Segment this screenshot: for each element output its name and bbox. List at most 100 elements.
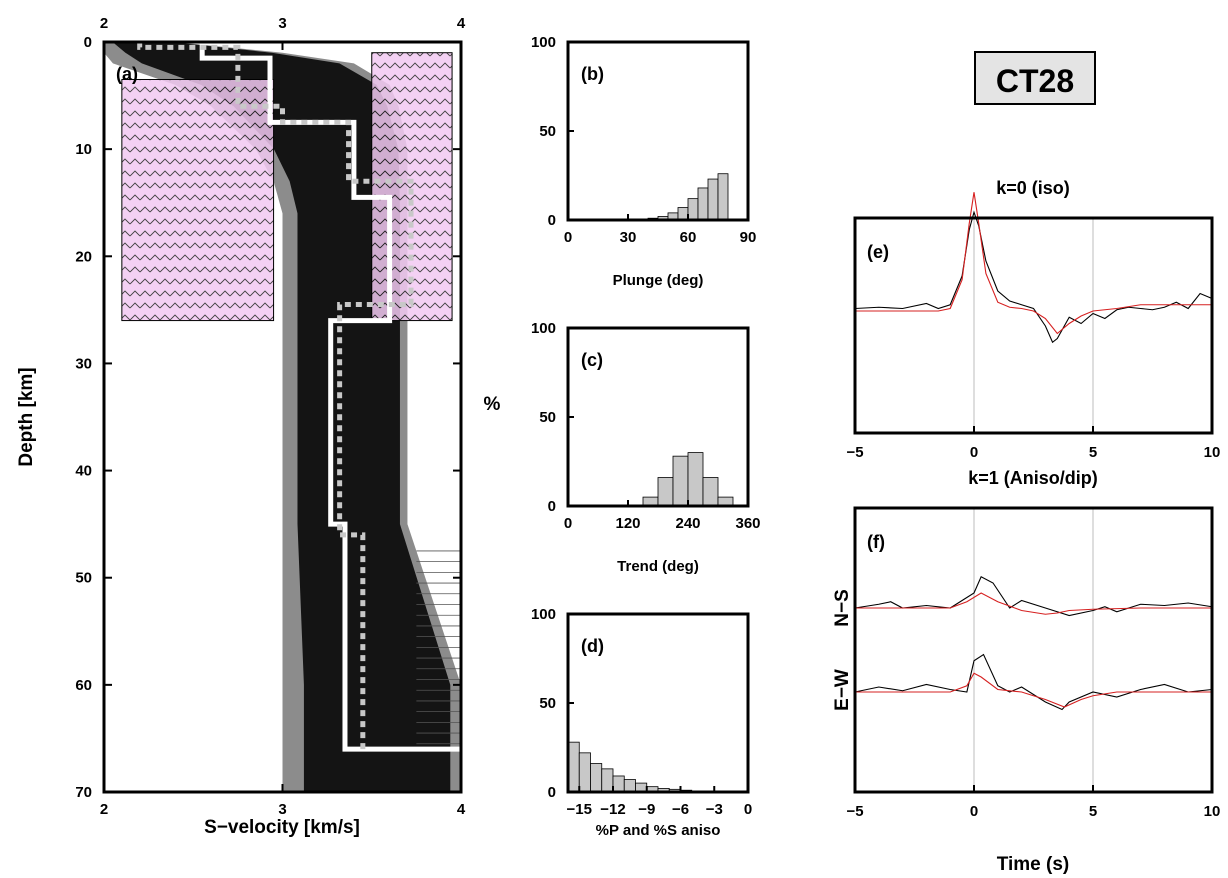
histogram-bar — [687, 198, 699, 221]
panel-c-ticks: 0 120 240 360 0 50 100 — [531, 320, 761, 532]
hist-ytick-label: 100 — [531, 606, 556, 623]
panel-b-label: (b) — [581, 64, 604, 84]
time-xtick-label: 5 — [1089, 803, 1097, 820]
time-xtick-label: −5 — [846, 444, 863, 461]
time-xtick-label: 10 — [1204, 803, 1221, 820]
hist-xtick-label: −6 — [672, 801, 689, 818]
histogram-bar — [612, 775, 625, 793]
histogram-bar — [702, 477, 719, 507]
histogram-bar — [687, 452, 704, 507]
station-badge: CT28 — [974, 51, 1096, 105]
panel-f-title: k=1 (Aniso/dip) — [968, 468, 1098, 488]
histogram-bar — [578, 752, 591, 793]
a-ytick-label: 60 — [75, 677, 92, 694]
panel-e-iso-receiver-function: k=0 (iso) −5 0 5 10 (e) — [846, 178, 1220, 461]
hist-xtick-label: −9 — [638, 801, 655, 818]
velocity-profiles — [137, 42, 461, 752]
panel-d-anisotropy-histogram: −15 −12 −9 −6 −3 0 0 50 100 (d) %P and %S aniso — [531, 606, 752, 839]
prior-box-1 — [121, 79, 275, 322]
predicted-trace — [855, 672, 1212, 708]
hist-xtick-label: −12 — [600, 801, 625, 818]
plunge-bars — [627, 173, 729, 221]
observed-trace — [854, 575, 1213, 617]
histogram-bar — [672, 455, 689, 507]
hist-xtick-label: −15 — [567, 801, 592, 818]
prior-boxes — [121, 52, 453, 322]
panel-f-aniso-receiver-function: k=1 (Aniso/dip) −5 0 5 10 (f) N−S E−W Time … — [832, 468, 1220, 875]
hist-ytick-label: 0 — [548, 784, 556, 801]
panel-e-traces — [854, 192, 1213, 344]
histogram-bar — [567, 741, 580, 793]
panel-d-label: (d) — [581, 636, 604, 656]
panel-f-vlines — [973, 508, 1094, 792]
hist-xtick-label: 90 — [740, 229, 757, 246]
time-xtick-label: 0 — [970, 803, 978, 820]
hist-ytick-label: 100 — [531, 320, 556, 337]
hist-xtick-label: 240 — [675, 515, 700, 532]
hist-xtick-label: 30 — [620, 229, 637, 246]
hist-xtick-label: 0 — [564, 229, 572, 246]
a-ytick-label: 10 — [75, 141, 92, 158]
a-ytick-label: 40 — [75, 463, 92, 480]
trace-label-ew: E−W — [832, 669, 853, 711]
a-xtick-label-top: 4 — [457, 15, 466, 32]
hist-ytick-label: 50 — [539, 409, 556, 426]
panel-f-ticks: −5 0 5 10 — [846, 785, 1220, 820]
panel-c-trend-histogram: 0 120 240 360 0 50 100 (c) Trend (deg) — [531, 320, 761, 575]
panel-f-frame — [853, 506, 1214, 794]
panel-f-label: (f) — [867, 532, 885, 552]
trend-bars — [642, 452, 734, 507]
trace-label-ns: N−S — [832, 589, 853, 627]
a-xtick-label-bottom: 2 — [100, 801, 108, 818]
hist-xtick-label: 0 — [564, 515, 572, 532]
hist-xtick-label: −3 — [706, 801, 723, 818]
panel-a-label: (a) — [116, 64, 138, 84]
panel-e-title: k=0 (iso) — [996, 178, 1070, 198]
hist-xtick-label: 60 — [680, 229, 697, 246]
a-ytick-label: 20 — [75, 248, 92, 265]
observed-trace — [854, 210, 1213, 344]
a-xtick-label-bottom: 4 — [457, 801, 466, 818]
a-xtick-label-top: 2 — [100, 15, 108, 32]
time-xtick-label: 5 — [1089, 444, 1097, 461]
panel-a-xlabel: S−velocity [km/s] — [204, 817, 360, 838]
a-xtick-label-top: 3 — [278, 15, 286, 32]
panel-c-xlabel: Trend (deg) — [617, 558, 699, 575]
hist-ytick-label: 100 — [531, 34, 556, 51]
a-ytick-label: 0 — [84, 34, 92, 51]
panel-e-label: (e) — [867, 242, 889, 262]
panel-b-ticks: 0 30 60 90 0 50 100 — [531, 34, 756, 246]
hist-ytick-label: 0 — [548, 498, 556, 515]
histogram-bar — [601, 768, 614, 793]
a-ytick-label: 30 — [75, 355, 92, 372]
station-label: CT28 — [996, 63, 1074, 99]
hist-xtick-label: 360 — [735, 515, 760, 532]
hist-xtick-label: 0 — [744, 801, 752, 818]
time-xtick-label: −5 — [846, 803, 863, 820]
histogram-bar — [623, 779, 636, 793]
panel-a-ylabel: Depth [km] — [16, 367, 37, 466]
a-ytick-label: 70 — [75, 784, 92, 801]
panel-b-xlabel: Plunge (deg) — [613, 272, 704, 289]
hist-ytick-label: 0 — [548, 212, 556, 229]
panel-f-xlabel: Time (s) — [997, 854, 1070, 875]
prior-box-2 — [371, 52, 453, 322]
histogram-bar — [697, 187, 709, 221]
panel-f-traces — [854, 575, 1213, 711]
predicted-trace — [855, 592, 1212, 615]
anisotropy-bars — [567, 741, 738, 793]
panel-d-xlabel: %P and %S aniso — [596, 822, 721, 839]
time-xtick-label: 10 — [1204, 444, 1221, 461]
station-badge-box — [974, 51, 1096, 105]
a-xtick-label-bottom: 3 — [278, 801, 286, 818]
panel-e-frame — [853, 216, 1214, 435]
histogram-bar — [657, 477, 674, 507]
panel-c-label: (c) — [581, 350, 603, 370]
time-xtick-label: 0 — [970, 444, 978, 461]
panel-e-ticks: −5 0 5 10 — [846, 426, 1220, 461]
a-ytick-label: 50 — [75, 570, 92, 587]
hist-ytick-label: 50 — [539, 123, 556, 140]
